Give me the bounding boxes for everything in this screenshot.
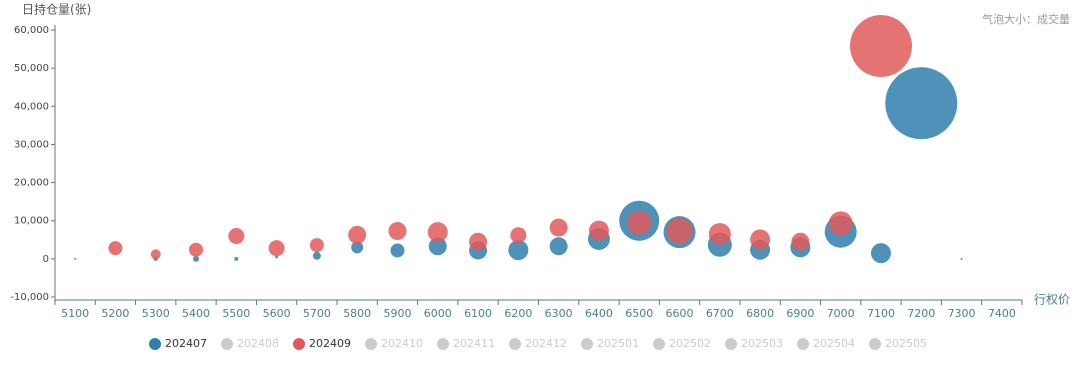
y-tick-label: 50,000 <box>14 63 49 74</box>
x-tick-label: 5800 <box>343 307 371 320</box>
x-tick-label: 6400 <box>585 307 613 320</box>
bubble <box>427 222 448 243</box>
bubble <box>351 241 364 254</box>
x-tick-label: 5200 <box>101 307 129 320</box>
bubble <box>309 238 324 253</box>
y-tick-label: 60,000 <box>14 25 49 36</box>
bubble <box>268 240 285 257</box>
x-tick-label: 5600 <box>263 307 291 320</box>
y-tick-label: 10,000 <box>14 216 49 227</box>
legend-marker[interactable] <box>293 338 305 350</box>
bubble <box>390 243 405 258</box>
bubble <box>960 257 963 260</box>
x-tick-label: 5500 <box>222 307 250 320</box>
legend-label[interactable]: 202407 <box>165 337 207 350</box>
bubble <box>549 218 568 237</box>
bubble <box>193 255 200 262</box>
legend-marker[interactable] <box>797 338 809 350</box>
bubble <box>428 237 447 256</box>
bubble <box>275 255 279 259</box>
x-tick-label: 7200 <box>907 307 935 320</box>
legend-label[interactable]: 202408 <box>237 337 279 350</box>
y-tick-label: 0 <box>43 254 49 265</box>
bubble <box>828 211 853 236</box>
bubble <box>708 223 731 246</box>
legend-marker[interactable] <box>437 338 449 350</box>
legend-label[interactable]: 202409 <box>309 337 351 350</box>
bubble <box>388 222 407 241</box>
x-tick-label: 5900 <box>383 307 411 320</box>
x-tick-label: 7300 <box>948 307 976 320</box>
annotation: 气泡大小：成交量 <box>982 12 1070 26</box>
x-tick-label: 7000 <box>827 307 855 320</box>
legend-marker[interactable] <box>653 338 665 350</box>
bubble <box>510 227 527 244</box>
bubble <box>549 237 568 256</box>
bubble <box>849 15 912 78</box>
y-tick-label: 40,000 <box>14 101 49 112</box>
x-tick-label: 6600 <box>666 307 694 320</box>
x-tick-label: 5700 <box>303 307 331 320</box>
legend-marker[interactable] <box>149 338 161 350</box>
legend-label[interactable]: 202504 <box>813 337 855 350</box>
bubble <box>234 256 239 261</box>
x-tick-label: 6700 <box>706 307 734 320</box>
x-tick-label: 6900 <box>786 307 814 320</box>
bubble <box>588 220 609 241</box>
bubble <box>150 249 161 260</box>
legend-label[interactable]: 202410 <box>381 337 423 350</box>
bubble <box>74 257 77 260</box>
legend-label[interactable]: 202505 <box>885 337 927 350</box>
x-tick-label: 6500 <box>625 307 653 320</box>
legend-label[interactable]: 202501 <box>597 337 639 350</box>
bubble <box>750 229 771 250</box>
legend-marker[interactable] <box>725 338 737 350</box>
x-axis-label: 行权价 <box>1034 293 1070 307</box>
bubble <box>791 232 810 251</box>
x-tick-label: 5400 <box>182 307 210 320</box>
legend-marker[interactable] <box>509 338 521 350</box>
legend-label[interactable]: 202503 <box>741 337 783 350</box>
x-tick-label: 7100 <box>867 307 895 320</box>
legend-label[interactable]: 202412 <box>525 337 567 350</box>
x-tick-label: 6200 <box>504 307 532 320</box>
x-tick-label: 5100 <box>61 307 89 320</box>
y-axis-label: 日持仓量(张) <box>22 2 91 17</box>
bubble <box>348 225 367 244</box>
legend-marker[interactable] <box>869 338 881 350</box>
y-tick-label: 30,000 <box>14 139 49 150</box>
legend-marker[interactable] <box>581 338 593 350</box>
x-tick-label: 6300 <box>545 307 573 320</box>
bubble <box>469 232 488 251</box>
x-tick-label: 7400 <box>988 307 1016 320</box>
x-tick-label: 5300 <box>142 307 170 320</box>
bubble <box>666 218 693 245</box>
bubble <box>108 241 123 256</box>
x-tick-label: 6100 <box>464 307 492 320</box>
legend-marker[interactable] <box>365 338 377 350</box>
legend-marker[interactable] <box>221 338 233 350</box>
bubble <box>870 243 891 264</box>
x-tick-label: 6800 <box>746 307 774 320</box>
bubble <box>189 242 204 257</box>
x-tick-label: 6000 <box>424 307 452 320</box>
bubble <box>508 240 529 261</box>
bubble <box>228 227 245 244</box>
bubble <box>312 251 321 260</box>
legend-label[interactable]: 202502 <box>669 337 711 350</box>
bubble <box>627 210 652 235</box>
y-tick-label: 20,000 <box>14 178 49 189</box>
legend-label[interactable]: 202411 <box>453 337 495 350</box>
bubble <box>885 67 958 140</box>
y-tick-label: -10,000 <box>10 292 49 303</box>
